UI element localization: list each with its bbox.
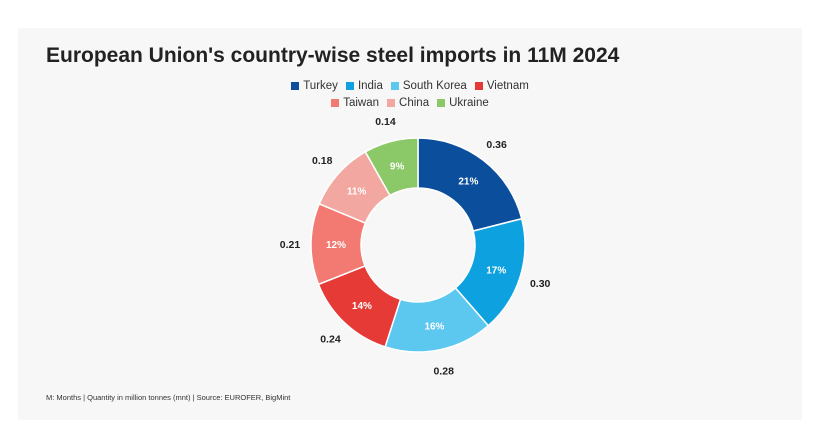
percent-label: 21% (458, 176, 478, 187)
percent-label: 16% (424, 321, 444, 332)
value-label: 0.30 (530, 278, 551, 290)
legend-label: Taiwan (343, 97, 380, 109)
value-label: 0.36 (486, 139, 507, 151)
percent-label: 12% (326, 240, 346, 251)
chart-title: European Union's country-wise steel impo… (46, 44, 620, 67)
value-label: 0.24 (320, 333, 341, 345)
legend-swatch (387, 99, 396, 107)
donut-slice-ukraine (364, 137, 419, 197)
chart-card (18, 28, 802, 420)
legend-item-india: India (345, 80, 383, 92)
legend-label: China (399, 97, 430, 109)
donut-slice-turkey (417, 137, 523, 232)
legend-label: India (357, 80, 383, 92)
legend-item-south-korea: South Korea (390, 80, 467, 92)
legend-row-1: Turkey India South Korea Vietnam (250, 80, 570, 92)
legend-swatch (331, 99, 340, 107)
legend-row-2: Taiwan China Ukraine (250, 97, 570, 109)
source-footnote: M: Months | Quantity in million tonnes (… (46, 393, 291, 402)
percent-label: 14% (352, 301, 372, 312)
value-label: 0.18 (312, 155, 333, 167)
legend-label: Vietnam (486, 80, 529, 92)
value-label: 0.28 (433, 365, 454, 377)
legend-swatch (345, 82, 354, 90)
legend-label: South Korea (402, 80, 467, 92)
legend-swatch (474, 82, 483, 90)
percent-label: 9% (390, 162, 405, 173)
legend-swatch (437, 99, 446, 107)
value-label: 0.14 (375, 116, 396, 128)
legend-item-vietnam: Vietnam (474, 80, 529, 92)
value-label: 0.21 (280, 239, 301, 251)
legend-label: Ukraine (449, 97, 489, 109)
legend-item-ukraine: Ukraine (437, 97, 489, 109)
legend-swatch (291, 82, 300, 90)
legend-item-china: China (387, 97, 429, 109)
legend-item-turkey: Turkey (291, 80, 338, 92)
legend-label: Turkey (303, 80, 338, 92)
percent-label: 11% (347, 187, 367, 198)
legend-item-taiwan: Taiwan (331, 97, 379, 109)
percent-label: 17% (486, 265, 506, 276)
legend-swatch (390, 82, 399, 90)
